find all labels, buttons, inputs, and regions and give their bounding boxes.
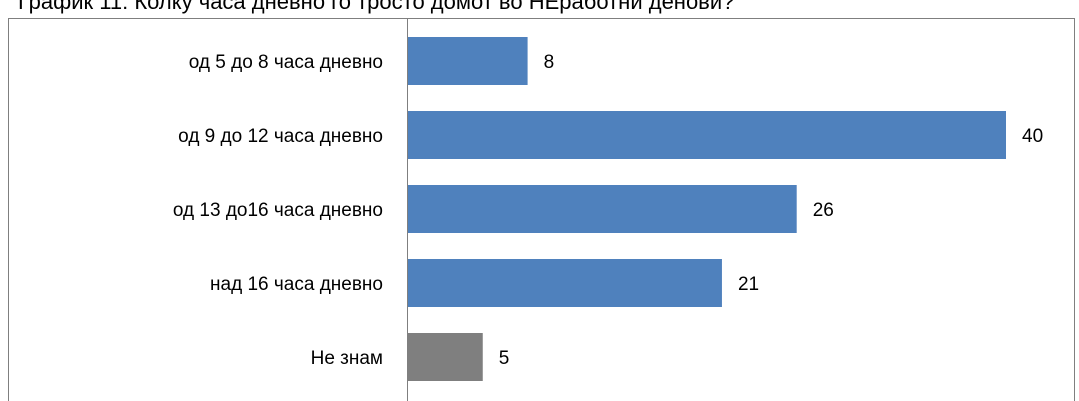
- bar-4: [408, 259, 722, 307]
- category-label-4: над 16 часа дневно: [210, 274, 383, 295]
- bar-5: [408, 333, 483, 381]
- category-label-1: од 5 до 8 часа дневно: [189, 52, 383, 73]
- category-label-3: од 13 до16 часа дневно: [173, 200, 383, 221]
- bar-2: [408, 111, 1006, 159]
- labels-layer: од 5 до 8 часа дневно 8 од 9 до 12 часа дн…: [173, 52, 1043, 369]
- category-label-5: Не знам: [311, 348, 383, 369]
- data-label-5: 5: [499, 348, 510, 369]
- data-label-3: 26: [813, 200, 834, 221]
- category-label-2: од 9 до 12 часа дневно: [178, 126, 383, 147]
- bar-1: [408, 37, 528, 85]
- chart-frame: [8, 18, 1075, 401]
- data-label-4: 21: [738, 274, 759, 295]
- data-label-2: 40: [1022, 126, 1043, 147]
- bars-layer: [408, 37, 1006, 381]
- data-label-1: 8: [544, 52, 555, 73]
- bar-3: [408, 185, 797, 233]
- chart-title: График 11: Колку часа дневно го тросто д…: [18, 0, 735, 14]
